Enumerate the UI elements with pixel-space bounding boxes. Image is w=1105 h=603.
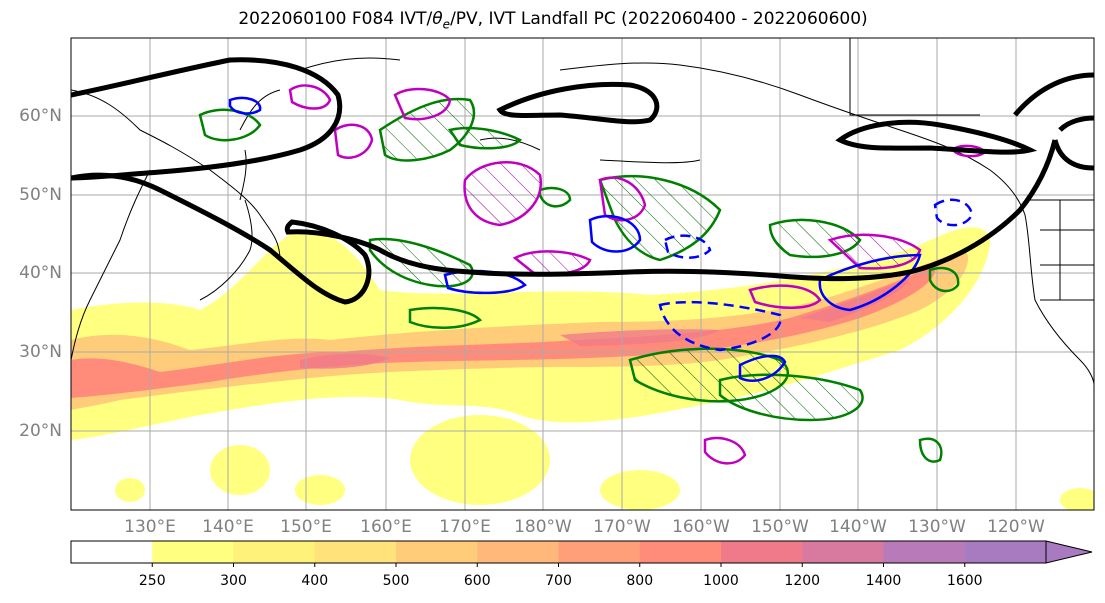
border-us-states [1040, 200, 1094, 301]
lat-label: 30°N [19, 342, 62, 362]
lon-label: 120°W [987, 517, 1045, 537]
colorbar-segment [802, 541, 884, 563]
theta-e-contour [378, 97, 476, 162]
pc-pos-contour [393, 87, 452, 121]
pc-pos-contour [598, 176, 647, 222]
map-title: 2022060100 F084 IVT/θe/PV, IVT Landfall … [28, 9, 1078, 31]
theta-subscript: e [442, 17, 451, 32]
coastlines [71, 38, 1094, 386]
lon-label: 150°W [751, 517, 809, 537]
pc-pos-contour [827, 233, 922, 270]
colorbar-tick-label: 1200 [784, 573, 821, 589]
ivt-band-high [71, 265, 936, 398]
colorbar-tick-label: 1600 [946, 573, 983, 589]
ivt-blob [115, 478, 145, 502]
pv-contour-west [71, 57, 343, 181]
colorbar-tick-label: 300 [220, 573, 247, 589]
pc-neg-contour [588, 214, 642, 253]
theta-e-contour [447, 126, 523, 150]
coastline-japan [199, 149, 253, 301]
pc-neg-contour [818, 253, 922, 312]
pv-contour-gulf [835, 119, 1038, 155]
lat-label: 50°N [19, 185, 62, 205]
lat-label: 60°N [19, 106, 62, 126]
colorbar-segment [558, 541, 641, 563]
pc-neg-contour [658, 300, 782, 352]
colorbar-segment [639, 541, 722, 563]
ivt-blob [210, 445, 270, 495]
colorbar-tick-label: 250 [138, 573, 166, 589]
lon-label: 170°E [439, 517, 491, 537]
coastline-kamchatka [239, 57, 401, 131]
lon-label: 140°E [202, 517, 254, 537]
colorbar-tick-label: 400 [301, 573, 329, 589]
ivt-band-peak [300, 278, 910, 369]
pc-pos-contour [703, 436, 747, 465]
theta-e-contour [928, 266, 960, 293]
colorbar-tick-label: 1400 [865, 573, 902, 589]
colorbar-segment [477, 541, 559, 563]
pc-pos-contour [288, 84, 332, 110]
pc-neg-contour [228, 96, 262, 115]
lon-label: 180°W [514, 517, 572, 537]
title-suffix: /PV, IVT Landfall PC (2022060400 - 20220… [450, 9, 868, 29]
lon-label: 140°W [829, 517, 887, 537]
colorbar-tick-label: 700 [545, 573, 572, 589]
theta-e-contour [538, 186, 572, 208]
lat-label: 20°N [19, 421, 62, 441]
ivt-blob [1060, 488, 1094, 510]
colorbar-segment [314, 541, 397, 563]
pv-contours [71, 57, 1094, 305]
map-frame [70, 37, 1095, 511]
pv-contour-east [1013, 72, 1094, 171]
lat-label: 40°N [19, 263, 62, 283]
theta-e-contour [598, 175, 722, 262]
title-prefix: 2022060100 F084 IVT/ [238, 9, 433, 29]
pv-contour-north [496, 81, 660, 125]
lon-label: 170°W [593, 517, 651, 537]
theta-e-contour [408, 306, 483, 330]
lon-label: 150°E [280, 517, 332, 537]
pc-pos-contour [748, 284, 822, 310]
lon-label: 130°E [124, 517, 176, 537]
colorbar-segment [396, 541, 478, 563]
colorbar-segment [883, 541, 966, 563]
ivt-blob [410, 415, 550, 505]
coastline-alaska [559, 62, 1094, 386]
pc-positive-contours [288, 84, 987, 465]
pc-pos-contour [333, 123, 374, 159]
pc-pos-contour [463, 161, 543, 227]
colorbar-tick-label: 1000 [703, 573, 739, 589]
lon-label: 160°W [672, 517, 730, 537]
ivt-blob [600, 470, 680, 510]
lon-label: 130°W [908, 517, 966, 537]
theta-e-contour [918, 437, 943, 463]
colorbar-segment [964, 541, 1047, 563]
theta-e-contour [198, 108, 262, 142]
coastline-asia [71, 89, 281, 361]
colorbar [70, 540, 1093, 567]
pv-contour-loop [71, 139, 1058, 305]
pc-neg-contour [663, 234, 712, 259]
map-content [71, 38, 1094, 510]
colorbar-extend-arrow [1045, 540, 1093, 564]
theta-symbol: θ [432, 9, 443, 29]
colorbar-tick-label: 500 [382, 573, 410, 589]
theta-e-contour [718, 373, 864, 422]
colorbar-segment [721, 541, 803, 563]
colorbar-segment [152, 541, 234, 563]
colorbar-segment [233, 541, 316, 563]
colorbar-tick-label: 800 [626, 573, 654, 589]
colorbar-segment [71, 541, 153, 563]
lon-label: 160°E [360, 517, 412, 537]
pc-neg-contour [738, 354, 787, 382]
colorbar-tick-label: 600 [463, 573, 491, 589]
ivt-blob [295, 475, 345, 505]
